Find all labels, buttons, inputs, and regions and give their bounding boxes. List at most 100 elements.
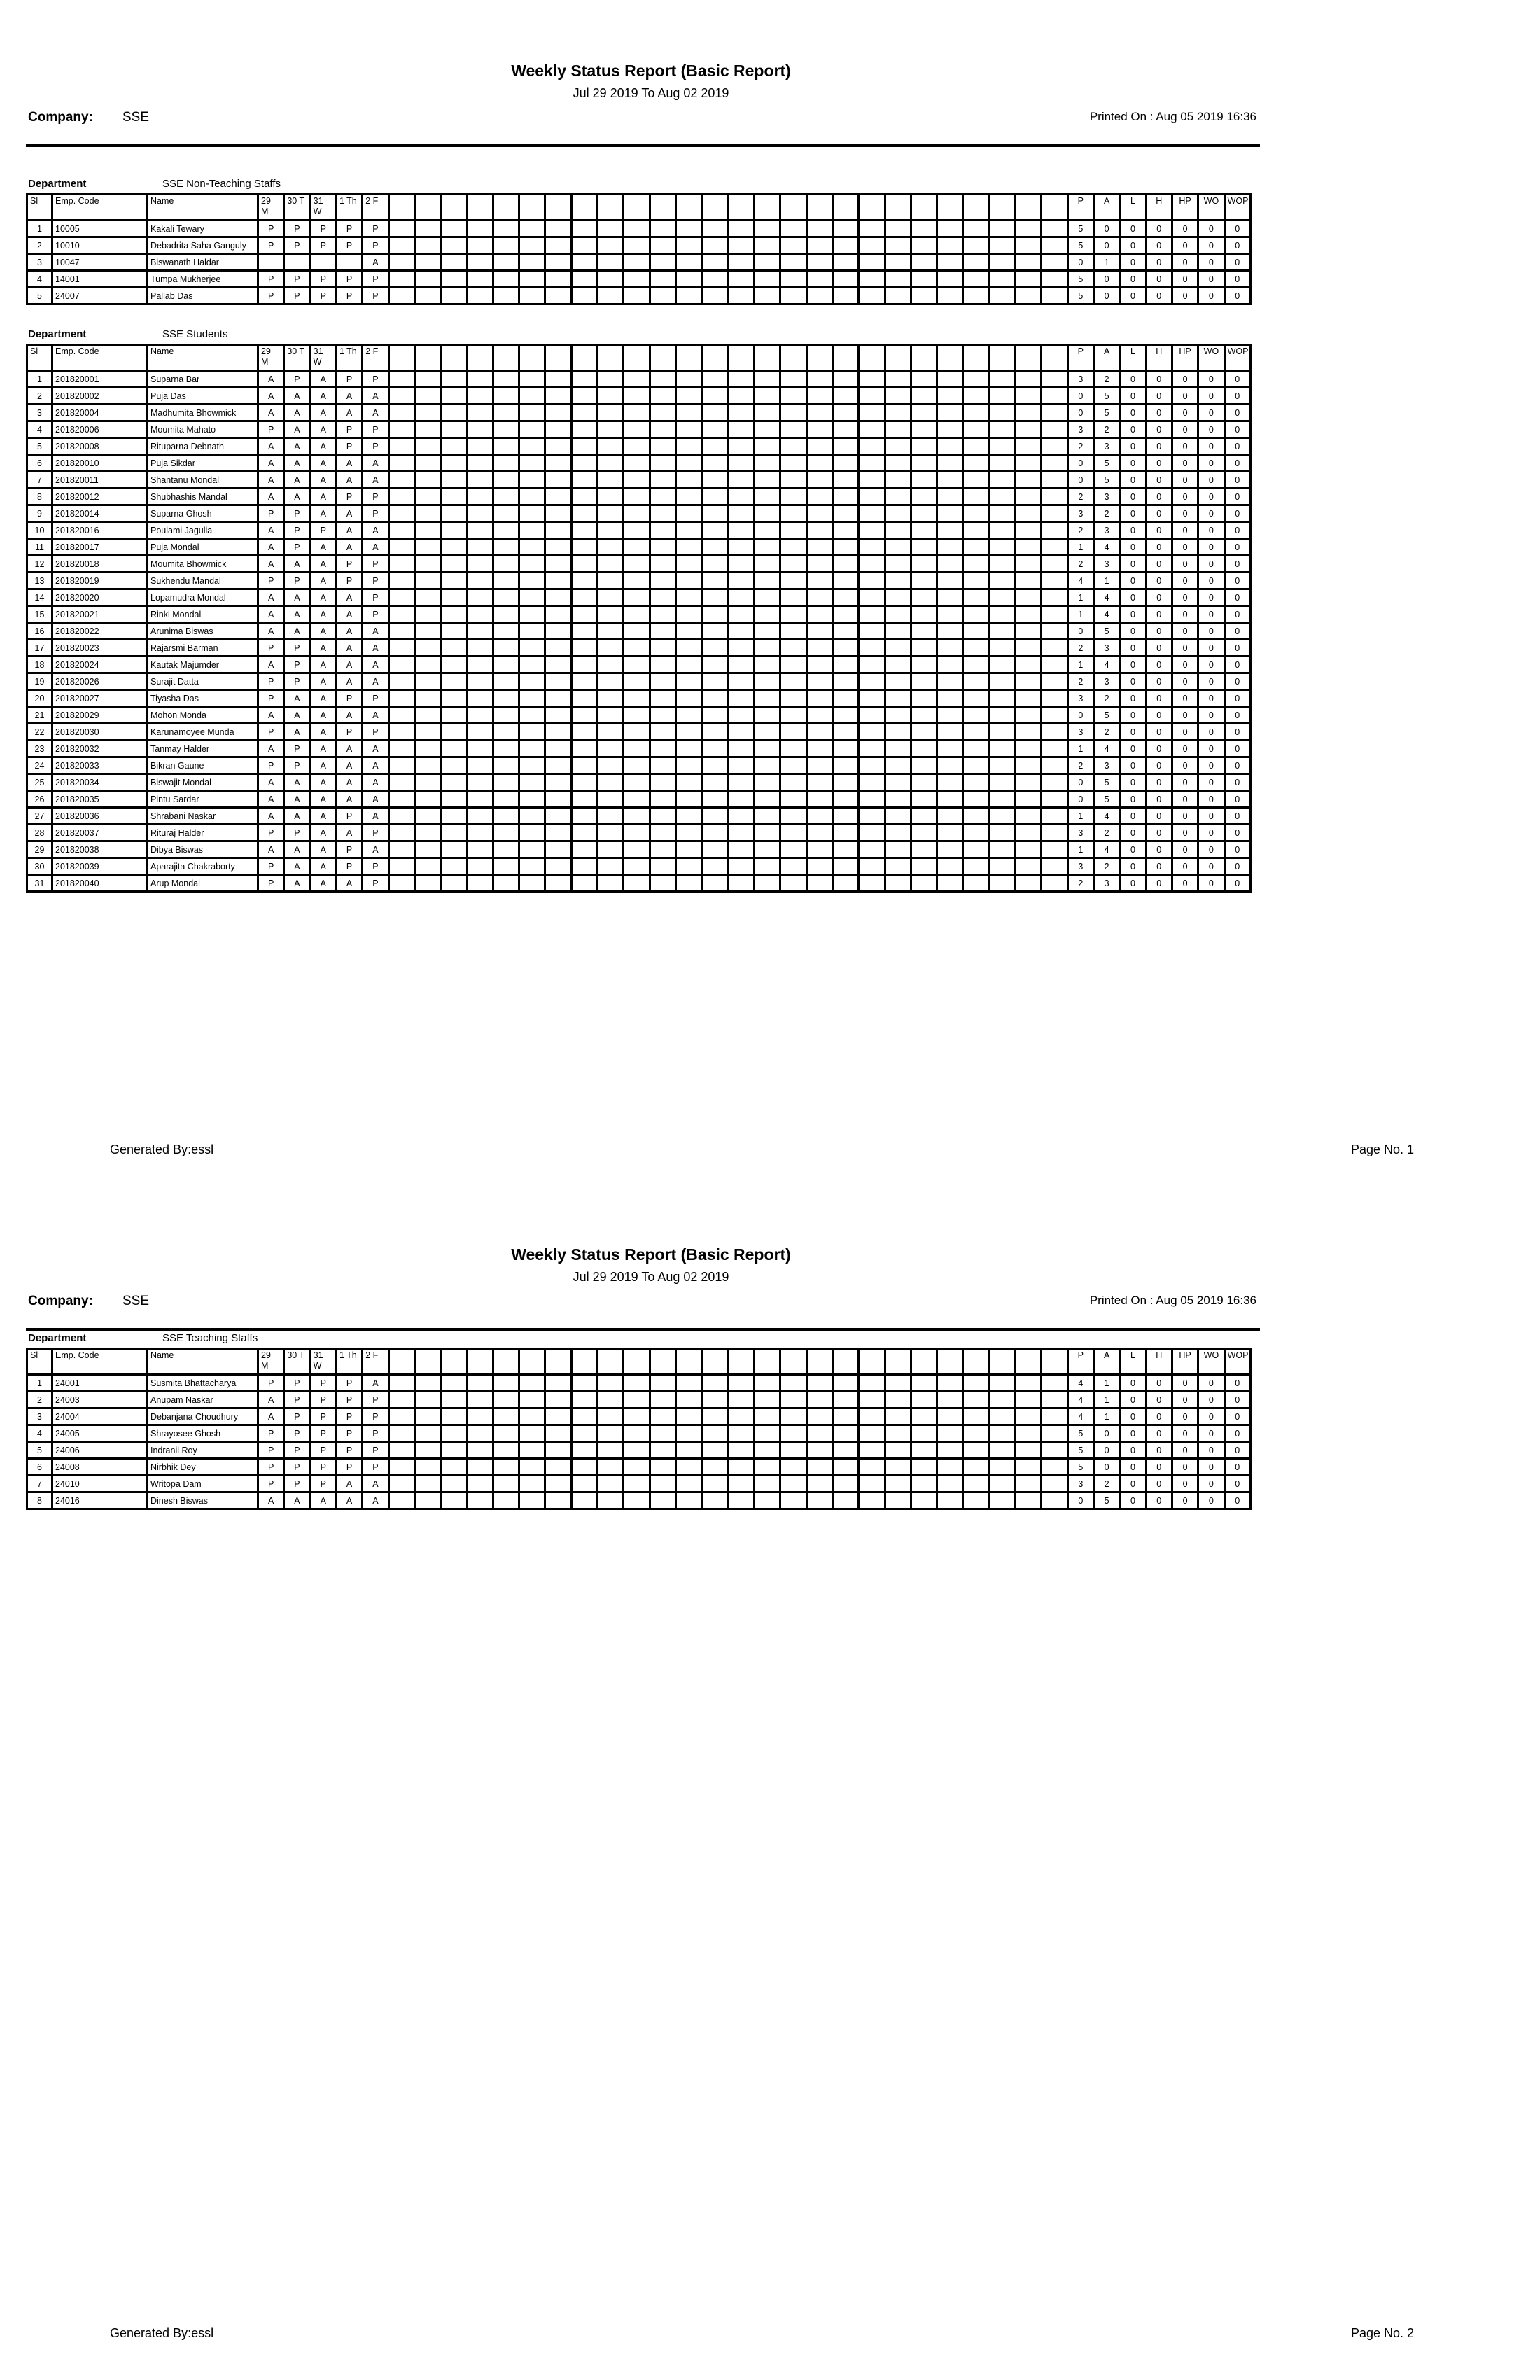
cell-day-status: P <box>361 420 390 439</box>
cell-day-status <box>648 1390 678 1409</box>
cell-emp-code: 201820039 <box>51 857 148 876</box>
column-header-day <box>858 193 886 221</box>
cell-day-status <box>648 470 678 489</box>
cell-day-status <box>570 622 599 640</box>
cell-day-status <box>936 874 965 892</box>
cell-day-status <box>805 437 834 456</box>
cell-total: 0 <box>1223 270 1252 288</box>
cell-total: 0 <box>1170 554 1200 573</box>
cell-emp-code: 201820022 <box>51 622 148 640</box>
cell-total: 4 <box>1066 1390 1096 1409</box>
cell-day-status <box>440 403 468 422</box>
cell-total: 0 <box>1223 538 1252 556</box>
cell-day-status: A <box>283 487 312 506</box>
cell-day-status <box>936 1424 965 1443</box>
cell-day-status <box>727 253 755 272</box>
cell-day-status <box>570 874 599 892</box>
cell-total: 0 <box>1119 1491 1147 1510</box>
cell-day-status <box>518 253 547 272</box>
cell-day-status <box>440 1474 468 1493</box>
cell-day-status <box>622 840 651 859</box>
cell-day-status <box>544 1491 573 1510</box>
cell-day-status <box>544 689 573 708</box>
cell-total: 0 <box>1170 1373 1200 1392</box>
cell-day-status <box>701 454 729 472</box>
cell-day-status <box>1014 1424 1043 1443</box>
cell-emp-code: 201820036 <box>51 806 148 825</box>
cell-day-status <box>909 1457 939 1476</box>
cell-day-status <box>440 386 468 405</box>
cell-day-status <box>727 1474 755 1493</box>
cell-total: 2 <box>1092 857 1121 876</box>
cell-total: 0 <box>1144 437 1173 456</box>
cell-day-status <box>727 622 755 640</box>
cell-day-status: A <box>256 1390 286 1409</box>
cell-day-status <box>805 1407 834 1426</box>
cell-day-status <box>936 706 965 724</box>
cell-day-status <box>805 504 834 523</box>
cell-day-status <box>674 655 704 674</box>
cell-day-status <box>596 1491 625 1510</box>
cell-day-status <box>387 1407 416 1426</box>
cell-total: 0 <box>1170 571 1200 590</box>
cell-total: 0 <box>1170 370 1200 388</box>
cell-total: 3 <box>1066 823 1096 842</box>
cell-day-status <box>727 1457 755 1476</box>
cell-sl: 13 <box>26 571 53 590</box>
cell-day-status <box>962 706 990 724</box>
cell-day-status: P <box>361 554 390 573</box>
cell-day-status <box>518 1457 547 1476</box>
department-name: SSE Non-Teaching Staffs <box>162 178 281 190</box>
cell-day-status <box>413 1373 442 1392</box>
cell-day-status: A <box>335 706 364 724</box>
cell-day-status <box>988 521 1017 540</box>
cell-total: 0 <box>1223 806 1252 825</box>
cell-day-status <box>831 840 860 859</box>
cell-day-status <box>596 538 625 556</box>
cell-name: Bikran Gaune <box>146 756 259 775</box>
cell-day-status <box>988 470 1017 489</box>
cell-name: Biswajit Mondal <box>146 773 259 792</box>
cell-day-status <box>387 253 416 272</box>
cell-day-status <box>674 470 704 489</box>
column-header-day <box>413 344 442 372</box>
column-header-day <box>805 344 834 372</box>
cell-total: 0 <box>1223 454 1252 472</box>
cell-day-status <box>413 1407 442 1426</box>
cell-day-status <box>674 1424 704 1443</box>
cell-day-status <box>988 1457 1017 1476</box>
cell-name: Madhumita Bhowmick <box>146 403 259 422</box>
cell-day-status <box>465 790 494 808</box>
cell-total: 5 <box>1066 286 1096 305</box>
cell-total: 0 <box>1119 554 1147 573</box>
cell-day-status <box>622 1474 651 1493</box>
cell-day-status <box>962 638 990 657</box>
cell-day-status <box>858 739 886 758</box>
cell-day-status <box>465 1373 494 1392</box>
cell-day-status: A <box>309 487 337 506</box>
cell-day-status <box>962 386 990 405</box>
printed-on: Printed On : Aug 05 2019 16:36 <box>1089 1294 1256 1307</box>
cell-day-status <box>858 605 886 624</box>
cell-day-status: P <box>309 1373 337 1392</box>
cell-day-status <box>413 219 442 238</box>
cell-day-status <box>883 874 912 892</box>
cell-day-status <box>544 756 573 775</box>
cell-day-status <box>909 236 939 255</box>
cell-name: Shrabani Naskar <box>146 806 259 825</box>
cell-day-status <box>413 270 442 288</box>
cell-day-status <box>648 790 678 808</box>
cell-total: 0 <box>1119 1373 1147 1392</box>
cell-day-status: P <box>335 1441 364 1460</box>
cell-day-status <box>648 722 678 741</box>
cell-day-status <box>883 689 912 708</box>
cell-day-status <box>622 806 651 825</box>
cell-day-status <box>413 672 442 691</box>
cell-day-status: P <box>309 270 337 288</box>
cell-day-status <box>387 622 416 640</box>
cell-day-status <box>883 605 912 624</box>
cell-total: 0 <box>1170 1390 1200 1409</box>
cell-total: 0 <box>1170 840 1200 859</box>
cell-day-status <box>387 1457 416 1476</box>
cell-day-status <box>752 806 782 825</box>
